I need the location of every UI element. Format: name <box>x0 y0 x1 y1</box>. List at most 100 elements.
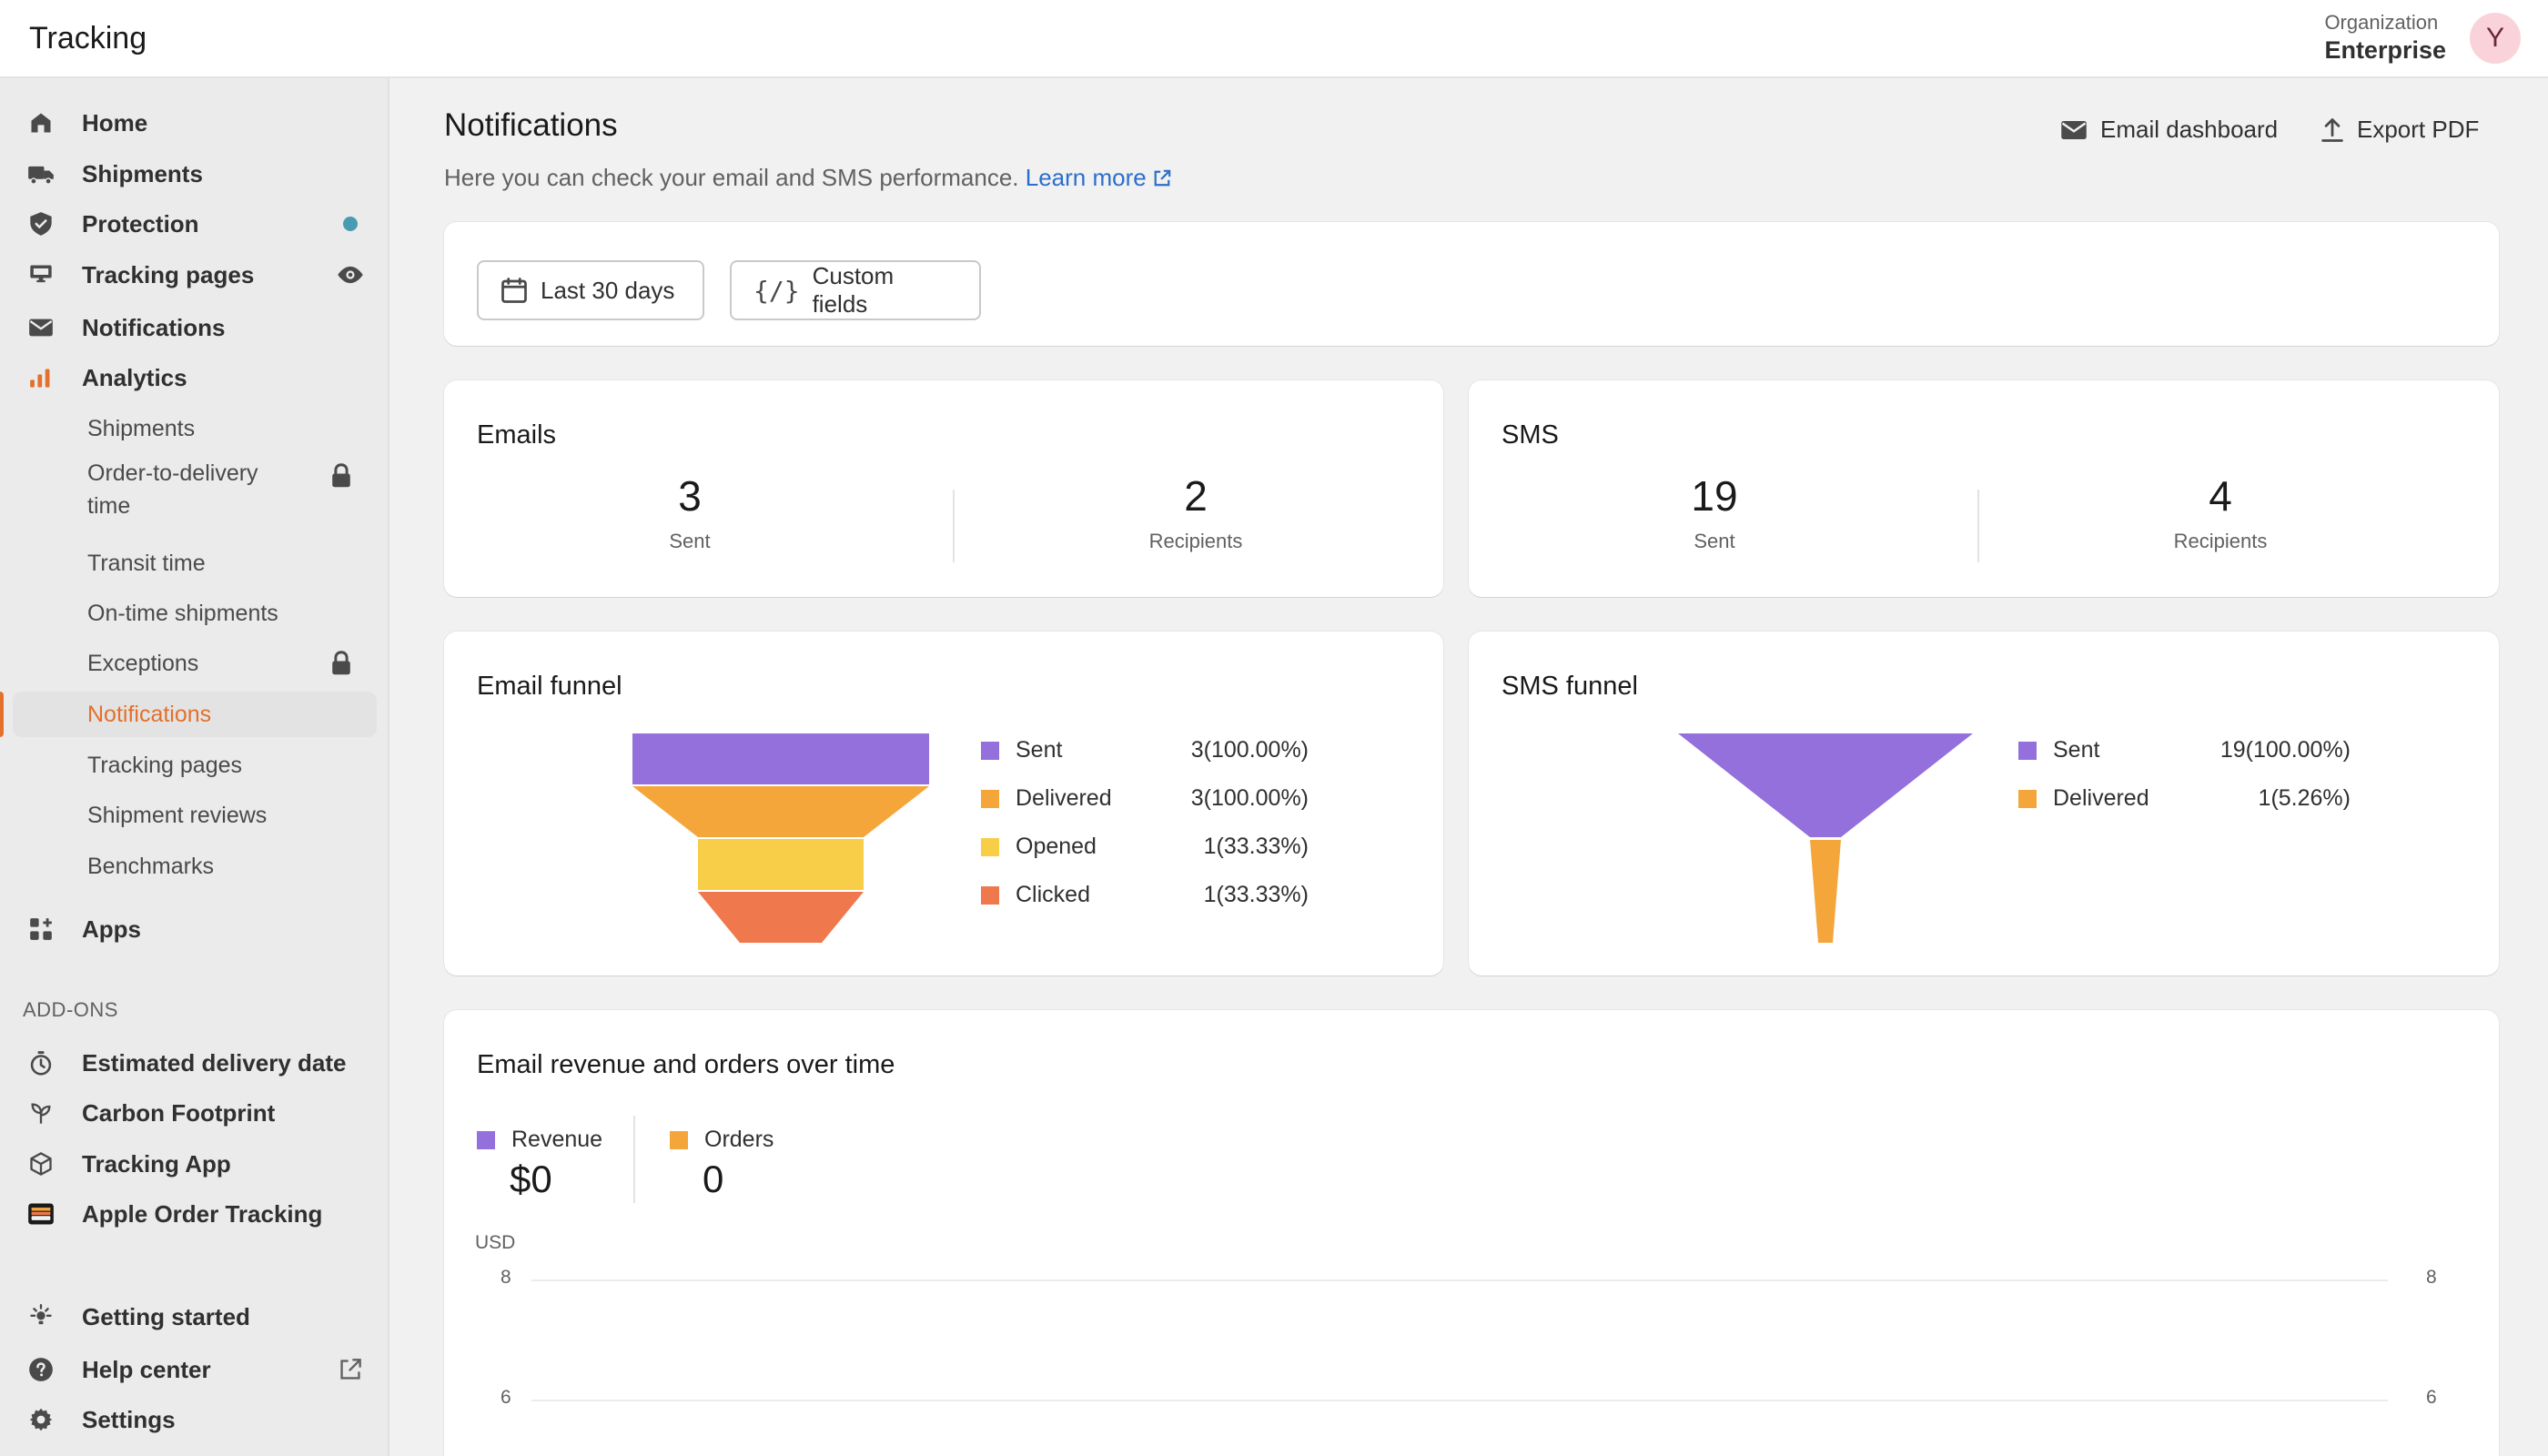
date-range-button[interactable]: Last 30 days <box>477 260 704 320</box>
y-tick-right: 6 <box>2426 1387 2437 1408</box>
sidebar-subitem-order-to-delivery[interactable]: Order-to-delivery time <box>13 455 377 522</box>
org-name: Enterprise <box>2324 35 2446 64</box>
sidebar-item-getting-started[interactable]: Getting started <box>13 1294 377 1340</box>
funnel-stage-delivered[interactable] <box>632 786 929 837</box>
sms-funnel-legend-delivered[interactable]: Delivered 1(5.26%) <box>2018 785 2351 812</box>
sidebar-item-shipments[interactable]: Shipments <box>13 151 377 197</box>
sidebar-item-apps[interactable]: Apps <box>13 906 377 952</box>
revenue-legend[interactable]: Revenue <box>477 1127 602 1153</box>
funnel-stage-clicked[interactable] <box>698 892 864 943</box>
y-tick-left: 8 <box>500 1267 511 1288</box>
sidebar-subitem-transit-time[interactable]: Transit time <box>87 550 206 576</box>
sidebar-item-protection[interactable]: Protection <box>13 201 377 247</box>
page-subtitle: Here you can check your email and SMS pe… <box>444 164 1171 192</box>
external-link-icon <box>1154 169 1171 187</box>
sidebar-subitem-shipment-reviews[interactable]: Shipment reviews <box>87 802 268 828</box>
sidebar-item-tracking-pages[interactable]: Tracking pages <box>13 252 377 298</box>
sms-funnel-legend-sent[interactable]: Sent 19(100.00%) <box>2018 737 2351 763</box>
package-icon <box>27 1150 55 1178</box>
sidebar-item-tracking-app[interactable]: Tracking App <box>13 1141 377 1187</box>
emails-card: Emails 3 Sent 2 Recipients <box>444 380 1443 597</box>
learn-more-link[interactable]: Learn more <box>1026 164 1171 191</box>
legend-swatch <box>981 789 999 808</box>
emails-sent-stat: 3 Sent <box>669 472 711 552</box>
email-funnel-legend-delivered[interactable]: Delivered 3(100.00%) <box>981 785 1309 812</box>
orders-swatch <box>670 1130 688 1149</box>
email-funnel-legend-opened[interactable]: Opened 1(33.33%) <box>981 834 1309 860</box>
sidebar-item-estimated-delivery-date[interactable]: Estimated delivery date <box>13 1040 377 1086</box>
legend-value: 3(100.00%) <box>1190 785 1309 811</box>
legend-label: Delivered <box>1016 785 1112 811</box>
email-funnel-legend-sent[interactable]: Sent 3(100.00%) <box>981 737 1309 763</box>
email-dashboard-button[interactable]: Email dashboard <box>2060 116 2278 144</box>
divider <box>1977 490 1979 562</box>
legend-swatch <box>981 837 999 856</box>
funnel-stage-opened[interactable] <box>698 839 864 890</box>
sms-recipients-stat: 4 Recipients <box>2173 472 2268 552</box>
external-link-icon <box>335 1354 366 1385</box>
funnel-stage-sent[interactable] <box>632 733 929 784</box>
divider <box>953 490 955 562</box>
legend-swatch <box>981 741 999 760</box>
y-axis-unit-label: USD <box>475 1232 516 1253</box>
upload-icon <box>2321 117 2343 142</box>
sidebar-item-settings[interactable]: Settings <box>13 1397 377 1442</box>
sidebar-subitem-benchmarks[interactable]: Benchmarks <box>87 853 214 879</box>
email-funnel-card: Email funnel Sent 3(100.00%) Delivered 3(10… <box>444 632 1443 976</box>
sidebar-item-apple-order-tracking[interactable]: Apple Order Tracking <box>13 1191 377 1237</box>
avatar[interactable]: Y <box>2470 13 2521 64</box>
legend-value: 19(100.00%) <box>2219 737 2351 763</box>
legend-value: 1(33.33%) <box>1203 834 1309 859</box>
export-pdf-button[interactable]: Export PDF <box>2320 116 2479 144</box>
email-funnel-legend-clicked[interactable]: Clicked 1(33.33%) <box>981 882 1309 908</box>
funnel-stage-delivered[interactable] <box>1810 840 1841 943</box>
email-funnel-chart <box>632 733 929 943</box>
legend-value: 1(5.26%) <box>2258 785 2351 811</box>
sidebar-subitem-exceptions[interactable]: Exceptions <box>13 641 377 686</box>
page-title: Notifications <box>444 107 618 143</box>
code-braces-icon: {/} <box>753 275 800 306</box>
revenue-swatch <box>477 1130 495 1149</box>
revenue-value: $0 <box>510 1158 552 1200</box>
y-tick-left: 6 <box>500 1387 511 1408</box>
shield-icon <box>27 210 55 238</box>
eye-icon[interactable] <box>335 259 366 290</box>
sidebar-item-notifications[interactable]: Notifications <box>13 305 377 350</box>
wallet-icon <box>27 1200 55 1228</box>
sidebar-subitem-tracking-pages[interactable]: Tracking pages <box>87 752 242 778</box>
legend-swatch <box>2018 789 2037 808</box>
sidebar-subitem-shipments[interactable]: Shipments <box>87 415 196 441</box>
emails-recipients-stat: 2 Recipients <box>1148 472 1243 552</box>
divider <box>633 1116 635 1203</box>
gear-icon <box>27 1406 55 1433</box>
email-funnel-title: Email funnel <box>477 672 622 701</box>
status-dot <box>335 208 366 239</box>
sidebar-item-analytics[interactable]: Analytics <box>13 355 377 400</box>
mail-icon <box>27 314 55 341</box>
truck-icon <box>27 160 55 187</box>
filters-card: Last 30 days {/} Custom fields <box>444 222 2499 346</box>
sidebar-subitem-notifications[interactable]: Notifications <box>0 692 377 737</box>
revenue-chart-card: Email revenue and orders over time Reven… <box>444 1010 2499 1456</box>
sidebar-item-carbon-footprint[interactable]: Carbon Footprint <box>13 1090 377 1136</box>
lightbulb-icon <box>27 1303 55 1330</box>
legend-label: Opened <box>1016 834 1097 859</box>
custom-fields-button[interactable]: {/} Custom fields <box>730 260 981 320</box>
gridline <box>531 1279 2388 1281</box>
orders-legend[interactable]: Orders <box>670 1127 774 1153</box>
lock-icon <box>328 462 355 490</box>
org-switcher[interactable]: Organization Enterprise Y <box>2324 10 2521 66</box>
apps-grid-icon <box>27 915 55 943</box>
help-circle-icon <box>27 1356 55 1383</box>
storefront-icon <box>27 261 55 288</box>
legend-label: Delivered <box>2053 785 2149 811</box>
legend-value: 3(100.00%) <box>1190 737 1309 763</box>
sidebar-item-help-center[interactable]: Help center <box>13 1347 377 1392</box>
funnel-stage-sent[interactable] <box>1678 733 1973 837</box>
lock-icon <box>328 650 355 677</box>
legend-label: Clicked <box>1016 882 1090 907</box>
sms-card-title: SMS <box>1502 420 1559 450</box>
sidebar-subitem-on-time-shipments[interactable]: On-time shipments <box>87 600 278 626</box>
sidebar-item-home[interactable]: Home <box>13 100 377 146</box>
sidebar: Home Shipments Protection Tracking pages… <box>0 78 389 1456</box>
